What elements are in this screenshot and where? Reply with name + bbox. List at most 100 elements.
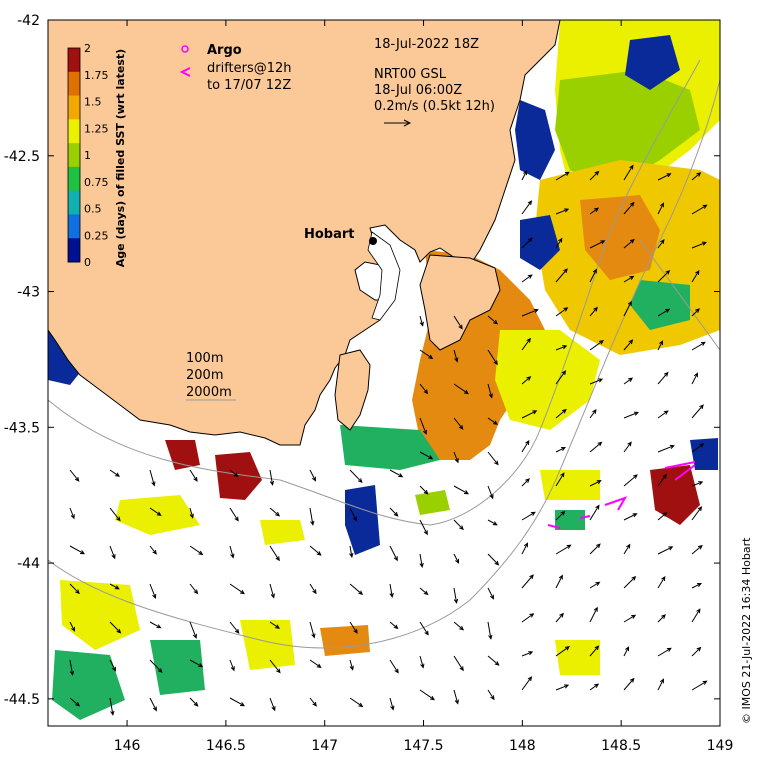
current-vector (189, 583, 199, 595)
colorbar-label: Age (days) of filled SST (wrt latest) (114, 49, 127, 267)
current-vector (109, 583, 120, 590)
current-vector (521, 170, 528, 181)
current-vector (691, 544, 703, 555)
current-vector (623, 614, 637, 623)
colorbar-segment (68, 238, 80, 263)
x-tick-label: 147 (311, 738, 338, 754)
current-vector (623, 300, 632, 317)
current-vector (657, 444, 675, 453)
current-vector (453, 417, 464, 430)
current-vector (419, 655, 425, 669)
current-vector (189, 507, 194, 519)
current-vector (521, 410, 538, 419)
current-vector (389, 507, 399, 517)
current-vector (589, 606, 598, 623)
patch-teal-sw (340, 425, 440, 470)
current-vector (555, 408, 567, 419)
drifter-track-1 (664, 461, 696, 469)
current-vector (349, 545, 354, 558)
patch-green-w (415, 490, 450, 515)
hobart-marker (369, 237, 377, 245)
current-vector (657, 269, 671, 283)
current-vector (657, 173, 672, 181)
patch-navy-north (625, 35, 680, 90)
colorbar-tick-label: 1.5 (84, 96, 102, 109)
current-vector (149, 621, 162, 629)
current-vector (269, 507, 281, 517)
current-vector (487, 553, 500, 566)
legend: Argo drifters@12h to 17/07 12Z (179, 43, 292, 93)
current-vector (149, 697, 157, 712)
current-vector (657, 371, 669, 385)
colorbar-segment (68, 119, 80, 144)
legend-drifters-1: drifters@12h (207, 61, 292, 76)
y-tick-label: -42.5 (4, 149, 40, 165)
current-vector (109, 659, 116, 672)
current-vector (309, 507, 315, 526)
current-vector (521, 613, 535, 623)
current-vector (453, 655, 464, 672)
patch-yellow-e2 (540, 470, 600, 500)
current-vector (521, 651, 534, 657)
current-vector (487, 383, 493, 399)
current-vector (269, 545, 280, 562)
current-vector (555, 612, 564, 623)
current-vector (453, 451, 459, 464)
patch-yellow-s2 (240, 620, 295, 670)
current-vector (657, 614, 666, 623)
current-vector (657, 410, 669, 419)
patch-teal-1 (630, 280, 690, 330)
current-vector (309, 697, 317, 707)
current-vector (487, 519, 498, 526)
current-vector (589, 480, 602, 487)
current-vector (453, 519, 464, 531)
current-vector (69, 621, 76, 632)
current-vector (149, 659, 163, 674)
current-vector (487, 451, 499, 466)
current-vector (623, 238, 635, 249)
current-vector (589, 581, 601, 589)
product-name: NRT00 GSL (374, 67, 447, 82)
current-vector (691, 608, 701, 623)
legend-argo: Argo (207, 43, 242, 58)
title-date: 18-Jul-2022 18Z (374, 37, 479, 52)
current-vector (229, 545, 235, 559)
current-vector (349, 621, 358, 634)
current-vector (589, 441, 603, 453)
current-vector (555, 574, 563, 589)
colorbar-tick-label: 0 (84, 256, 91, 269)
current-vector (229, 583, 245, 595)
y-tick-label: -43.5 (4, 420, 40, 436)
current-vector (349, 659, 354, 671)
patch-darkred-sw (215, 452, 262, 500)
current-vector (521, 676, 533, 691)
current-date: 18-Jul 06:00Z (374, 83, 462, 98)
land-tasmania (48, 20, 561, 446)
current-vector (149, 469, 156, 487)
current-vector (453, 587, 459, 604)
current-vector (389, 545, 398, 562)
current-vector (309, 659, 322, 668)
copyright: © IMOS 21-Jul-2022 16:34 Hobart (740, 537, 753, 724)
current-vector (589, 240, 606, 249)
current-vector (555, 370, 567, 385)
current-vector (269, 621, 281, 629)
current-vector (149, 507, 162, 516)
y-tick-label: -44 (17, 556, 40, 572)
drifter-track-2 (674, 464, 696, 481)
current-vector (349, 469, 363, 484)
current-vector (521, 439, 530, 453)
current-vector (555, 237, 563, 249)
current-vector (309, 545, 322, 556)
patch-navy-east (690, 438, 718, 470)
current-vector (657, 238, 665, 249)
current-vector (419, 315, 424, 327)
colorbar-tick-label: 1.25 (84, 122, 109, 135)
x-tick-label: 147.5 (403, 738, 443, 754)
current-vector (521, 308, 539, 317)
current-vector (109, 697, 115, 716)
current-vector (453, 689, 459, 705)
current-vector (657, 678, 664, 691)
depth-2000: 2000m (186, 385, 232, 400)
